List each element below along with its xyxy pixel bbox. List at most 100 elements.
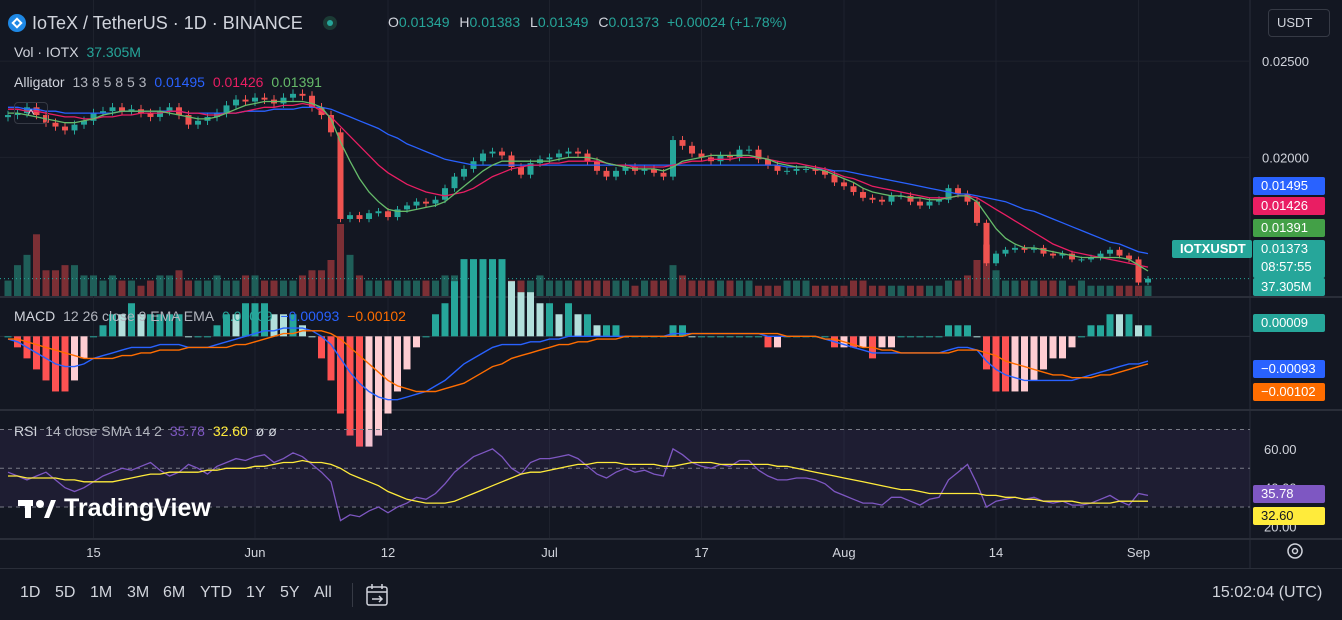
- volume-bar: [631, 285, 639, 296]
- rsi-legend[interactable]: RSI 14 close SMA 14 2 35.78 32.60 ø ø: [14, 423, 281, 439]
- volume-bar: [1002, 280, 1009, 296]
- timeframe-1d-button[interactable]: 1D: [20, 584, 41, 601]
- macd-histogram-bar: [223, 314, 230, 337]
- volume-bar: [137, 285, 145, 296]
- candle-body: [1012, 247, 1018, 250]
- symbol-price-label: IOTXUSDT: [1172, 240, 1252, 258]
- collapse-legend-button[interactable]: ^: [14, 102, 48, 124]
- volume-bar: [622, 280, 629, 296]
- volume-bar: [327, 260, 335, 296]
- timeframe-3m-button[interactable]: 3M: [127, 584, 150, 601]
- candle-body: [1078, 259, 1085, 261]
- volume-legend-value: 37.305M: [86, 44, 141, 60]
- timeframe-1y-button[interactable]: 1Y: [246, 584, 266, 601]
- macd-histogram-bar: [289, 314, 297, 337]
- macd-histogram-bar: [973, 336, 981, 338]
- macd-histogram-bar: [128, 303, 135, 337]
- candle-body: [413, 201, 420, 206]
- macd-histogram-bar: [1040, 336, 1047, 370]
- candle-body: [280, 97, 287, 104]
- macd-histogram-bar: [916, 336, 924, 338]
- candle-body: [24, 107, 30, 114]
- candle-body: [993, 253, 999, 264]
- candle-body: [14, 113, 21, 116]
- volume-bar: [432, 280, 439, 296]
- macd-histogram-bar: [4, 336, 12, 338]
- candle-body: [347, 215, 353, 219]
- utc-clock[interactable]: 15:02:04 (UTC): [1212, 584, 1323, 601]
- timeframe-6m-button[interactable]: 6M: [163, 584, 186, 601]
- candle-body: [1116, 249, 1123, 256]
- candle-body: [1069, 253, 1075, 260]
- macd-histogram-bar: [1116, 314, 1123, 337]
- time-tick-label: Sep: [1127, 545, 1150, 560]
- volume-bar: [783, 280, 791, 296]
- candle-body: [698, 153, 705, 158]
- timeframe-all-button[interactable]: All: [314, 584, 332, 601]
- currency-selector[interactable]: USDT: [1268, 9, 1330, 37]
- macd-histogram-bar: [204, 336, 211, 338]
- macd-histogram-bar: [327, 336, 335, 381]
- macd-legend[interactable]: MACD 12 26 close 9 EMA EMA 0.00009 −0.00…: [14, 308, 410, 324]
- macd-histogram-bar: [109, 314, 116, 337]
- volume-bar: [90, 275, 97, 296]
- volume-bar: [33, 234, 40, 296]
- candle-body: [242, 99, 249, 102]
- rsi-legend-name: RSI: [14, 423, 38, 439]
- candle-body: [461, 168, 467, 177]
- macd-histogram-bar: [565, 303, 572, 337]
- candle-body: [157, 111, 163, 117]
- symbol-header[interactable]: IoTeX / TetherUS · 1D · BINANCE: [8, 12, 337, 34]
- volume-bar: [973, 260, 981, 296]
- macd-histogram-bar: [470, 259, 477, 337]
- candle-body: [784, 170, 790, 172]
- candle-body: [366, 213, 372, 219]
- macd-histogram-bar: [954, 325, 962, 337]
- alligator-lips-value: 0.01391: [271, 74, 322, 90]
- macd-signal-line: [8, 330, 1149, 393]
- volume-bar: [992, 270, 1000, 296]
- timeframe-5y-button[interactable]: 5Y: [280, 584, 300, 601]
- macd-histogram-bar: [926, 336, 933, 338]
- timeframe-5d-button[interactable]: 5D: [55, 584, 76, 601]
- candle-body: [1126, 255, 1132, 260]
- volume-bar: [593, 280, 601, 296]
- alligator-teeth-value: 0.01426: [212, 74, 264, 90]
- price-tick-label: 0.02000: [1262, 150, 1309, 165]
- currency-label: USDT: [1277, 15, 1313, 30]
- macd-histogram-bar: [555, 314, 563, 337]
- volume-bar: [337, 224, 344, 296]
- candle-body: [641, 168, 648, 171]
- macd-histogram-bar: [1049, 336, 1057, 359]
- candle-body: [831, 174, 838, 183]
- timeframe-1m-button[interactable]: 1M: [90, 584, 113, 601]
- last-price: 0.01373: [1261, 241, 1308, 256]
- candle-body: [803, 168, 809, 170]
- macd-histogram-bar: [517, 292, 525, 337]
- alligator-jaw-value: 0.01495: [154, 74, 205, 90]
- volume-bar: [270, 280, 278, 296]
- candle-body: [109, 107, 116, 112]
- macd-histogram-bar: [422, 336, 430, 338]
- volume-bar: [14, 265, 21, 296]
- candle-body: [926, 201, 933, 206]
- timeframe-ytd-button[interactable]: YTD: [200, 584, 232, 601]
- macd-histogram-bar: [755, 336, 762, 338]
- candle-body: [62, 126, 68, 131]
- volume-bar: [261, 280, 268, 296]
- volume-bar: [736, 280, 743, 296]
- alligator-legend[interactable]: Alligator 13 8 5 8 5 3 0.01495 0.01426 0…: [14, 74, 326, 90]
- macd-hist-label: 0.00009: [1253, 314, 1325, 332]
- candle-body: [223, 105, 230, 114]
- macd-histogram-bar: [1087, 325, 1095, 337]
- bar-countdown: 08:57:55: [1261, 259, 1312, 274]
- volume-bar: [669, 265, 677, 296]
- volume-legend[interactable]: Vol · IOTX 37.305M: [14, 44, 145, 60]
- candle-body: [1145, 278, 1151, 283]
- time-tick-label: Jul: [541, 545, 558, 560]
- goto-date-calendar-icon[interactable]: [364, 582, 390, 608]
- rsi-tick-label: 60.00: [1264, 442, 1297, 457]
- volume-legend-name: Vol · IOTX: [14, 44, 79, 60]
- candle-body: [451, 176, 458, 189]
